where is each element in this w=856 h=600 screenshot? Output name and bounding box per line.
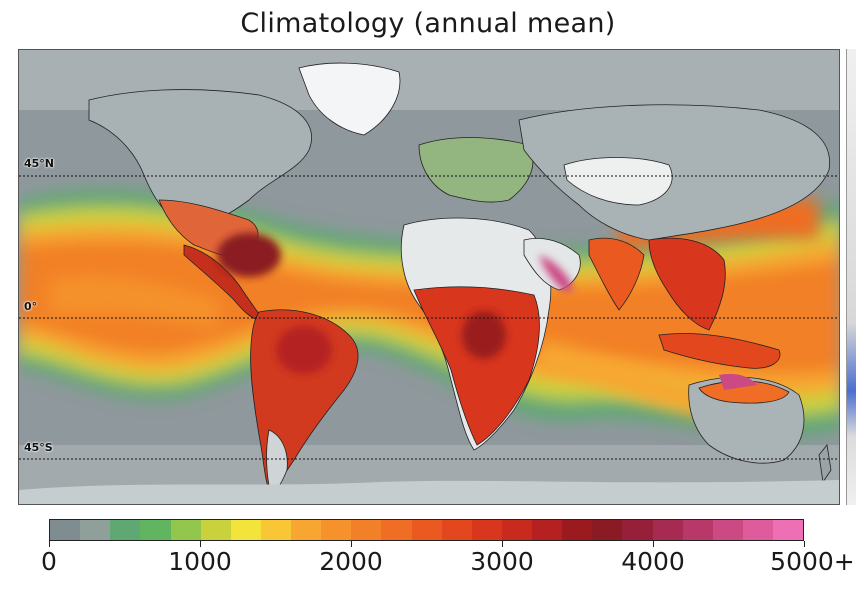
asia <box>518 104 831 241</box>
southeast-asia <box>648 237 726 331</box>
colorbar-segment <box>230 520 261 540</box>
colorbar-tick-label: 2000 <box>319 547 383 576</box>
colorbar-segment <box>532 520 563 540</box>
colorbar-segment <box>411 520 442 540</box>
colorbar-tick <box>199 541 201 547</box>
colorbar-segment <box>712 520 743 540</box>
colorbar-segment <box>200 520 231 540</box>
colorbar-tick-label: 4000 <box>621 547 685 576</box>
lat-label-45s: 45°S <box>24 441 53 454</box>
colorbar-segment <box>140 520 171 540</box>
new-zealand <box>818 444 832 484</box>
colorbar <box>49 519 804 541</box>
colorbar-segment <box>622 520 653 540</box>
colorbar-tick <box>48 541 50 547</box>
colorbar-tick-label: 0 <box>41 547 57 576</box>
maritime-continent <box>658 333 781 369</box>
world-map <box>19 50 839 504</box>
colorbar-segment <box>170 520 201 540</box>
antarctica-fringe <box>19 480 839 504</box>
map-panel <box>18 49 840 505</box>
colorbar-segment <box>381 520 412 540</box>
colorbar-segment <box>80 520 111 540</box>
lat-label-45n: 45°N <box>24 157 55 170</box>
caribbean-maximum <box>217 233 281 277</box>
colorbar-segment <box>321 520 352 540</box>
colorbar-tick-label: 1000 <box>168 547 232 576</box>
india <box>588 237 645 311</box>
colorbar-segment <box>773 520 804 540</box>
colorbar-tick-label: 5000+ <box>770 547 855 576</box>
greenland <box>298 62 401 136</box>
amazon-maximum <box>276 326 332 374</box>
colorbar-segment <box>50 520 81 540</box>
central-africa <box>413 286 540 446</box>
red-sea-peak <box>539 255 574 292</box>
colorbar-segment <box>471 520 502 540</box>
colorbar-segment <box>441 520 472 540</box>
colorbar-tick <box>501 541 503 547</box>
colorbar-segment <box>682 520 713 540</box>
europe <box>418 137 534 203</box>
colorbar-segment <box>742 520 773 540</box>
congo-maximum <box>462 311 506 359</box>
colorbar-segment <box>291 520 322 540</box>
land-masses <box>19 62 839 504</box>
colorbar-tick <box>652 541 654 547</box>
lat-label-equator: 0° <box>24 300 38 313</box>
central-asia-desert <box>563 157 673 206</box>
colorbar-segment <box>260 520 291 540</box>
colorbar-tick-label: 3000 <box>470 547 534 576</box>
colorbar-tick <box>803 541 805 547</box>
colorbar-segment <box>652 520 683 540</box>
colorbar-segment <box>562 520 593 540</box>
colorbar-segment <box>351 520 382 540</box>
colorbar-segment <box>592 520 623 540</box>
colorbar-segment <box>501 520 532 540</box>
colorbar-segment <box>110 520 141 540</box>
colorbar-tick <box>350 541 352 547</box>
figure-title: Climatology (annual mean) <box>240 8 616 39</box>
australia-peak <box>719 373 757 390</box>
north-america <box>88 89 312 231</box>
adjacent-panel-edge <box>846 49 856 505</box>
